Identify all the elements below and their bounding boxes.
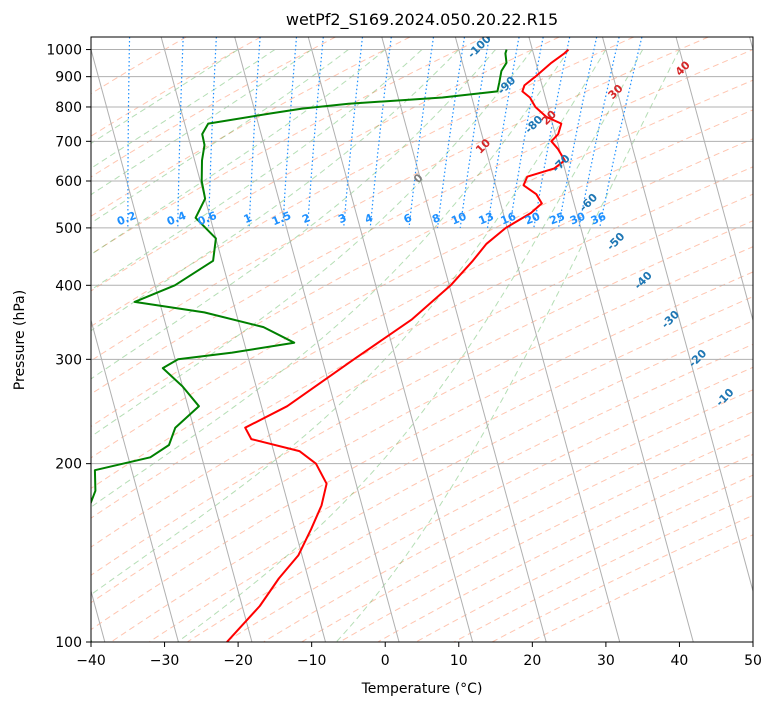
mixing-ratio-line (436, 37, 466, 228)
isotherm-line (454, 37, 621, 642)
moist-adiabat-line (335, 49, 680, 642)
moist-adiabat-line (91, 49, 312, 196)
dry-adiabat-line (91, 271, 753, 631)
isotherm-line (160, 37, 326, 642)
y-tick-label: 800 (55, 100, 82, 116)
x-tick-label: 10 (450, 653, 468, 669)
background-lines (91, 37, 753, 642)
mixing-ratio-label: 3 (336, 211, 348, 226)
x-axis: −40 −30 −20 −10 0 10 20 30 40 50 (76, 642, 762, 669)
y-tick-label: 700 (55, 134, 82, 150)
y-tick-label: 400 (55, 278, 82, 294)
mixing-ratio-label: 8 (430, 211, 442, 226)
x-tick-label: 20 (523, 653, 541, 669)
dewpoint-profile-line (91, 49, 508, 642)
mixing-ratio-line (557, 37, 598, 229)
moist-adiabat-line (91, 49, 570, 508)
isotherm-line (675, 37, 753, 323)
mixing-ratio-label: 25 (548, 210, 567, 228)
x-tick-label: −10 (297, 653, 327, 669)
dry-adiabat-line (91, 138, 753, 490)
isotherm-line (91, 47, 253, 642)
dry-adiabat-line (91, 37, 635, 327)
dry-adiabat-line (91, 193, 753, 548)
y-tick-label: 1000 (46, 43, 82, 59)
moist-adiabat-line (91, 49, 533, 438)
dry-adiabat-line (91, 37, 411, 217)
temperature-profile-line (226, 48, 570, 642)
mixing-ratio-line (599, 37, 643, 229)
x-tick-label: −30 (150, 653, 180, 669)
y-tick-label: 200 (55, 457, 82, 473)
mixing-ratio-line (369, 37, 392, 228)
mixing-ratio-label: 30 (568, 210, 587, 228)
mixing-ratio-label: 10 (449, 210, 468, 228)
isotherm-line (601, 37, 753, 593)
mixing-ratio-line (533, 37, 571, 229)
x-tick-label: 50 (744, 653, 762, 669)
y-axis-label: Pressure (hPa) (12, 290, 28, 390)
mixing-ratio-label: 1 (242, 211, 254, 226)
y-tick-label: 900 (55, 70, 82, 86)
dry-adiabat-line (91, 220, 753, 576)
mixing-ratio-label: 16 (499, 210, 518, 228)
isotherm-line (381, 37, 547, 642)
dry-adiabat-line (91, 109, 753, 459)
mixing-ratio-line (343, 37, 364, 228)
dry-adiabat-line (91, 37, 709, 362)
y-axis: 100 200 300 400 500 600 700 800 900 1000 (46, 43, 91, 651)
y-tick-label: 600 (55, 174, 82, 190)
isotherm-line (234, 37, 400, 642)
x-axis-label: Temperature (°C) (361, 681, 483, 697)
mixing-ratio-line (306, 37, 324, 228)
mixing-ratio-label: 36 (589, 210, 608, 228)
moist-adiabat-line (91, 49, 423, 291)
mixing-ratio-line (459, 37, 490, 228)
dry-adiabat-line (148, 320, 753, 642)
mixing-ratio-label: 20 (523, 210, 542, 228)
mixing-ratio-line (408, 37, 435, 228)
plot-frame (90, 36, 754, 643)
chart-title: wetPf2_S169.2024.050.20.22.R15 (286, 10, 558, 30)
mixing-ratio-label: 13 (477, 210, 496, 228)
y-tick-label: 300 (55, 352, 82, 368)
x-tick-label: −20 (223, 653, 253, 669)
x-tick-label: 30 (597, 653, 615, 669)
isotherm-line (91, 318, 179, 642)
moist-adiabat-line (91, 49, 349, 224)
y-tick-label: 500 (55, 221, 82, 237)
x-tick-label: −40 (76, 653, 106, 669)
sounding-profiles (91, 48, 570, 642)
dry-adiabat-line (110, 296, 753, 642)
dry-adiabat-line (91, 246, 753, 604)
y-tick-label: 100 (55, 635, 82, 651)
moist-adiabat-line (91, 49, 607, 596)
x-tick-label: 0 (381, 653, 390, 669)
mixing-ratio-line (578, 37, 620, 229)
mixing-ratio-label: 2 (300, 211, 312, 226)
mixing-ratio-line (282, 37, 298, 228)
isotherm-line (528, 37, 694, 642)
x-tick-label: 40 (671, 653, 689, 669)
moist-adiabat-line (91, 49, 386, 256)
isotherm-line (307, 37, 474, 642)
